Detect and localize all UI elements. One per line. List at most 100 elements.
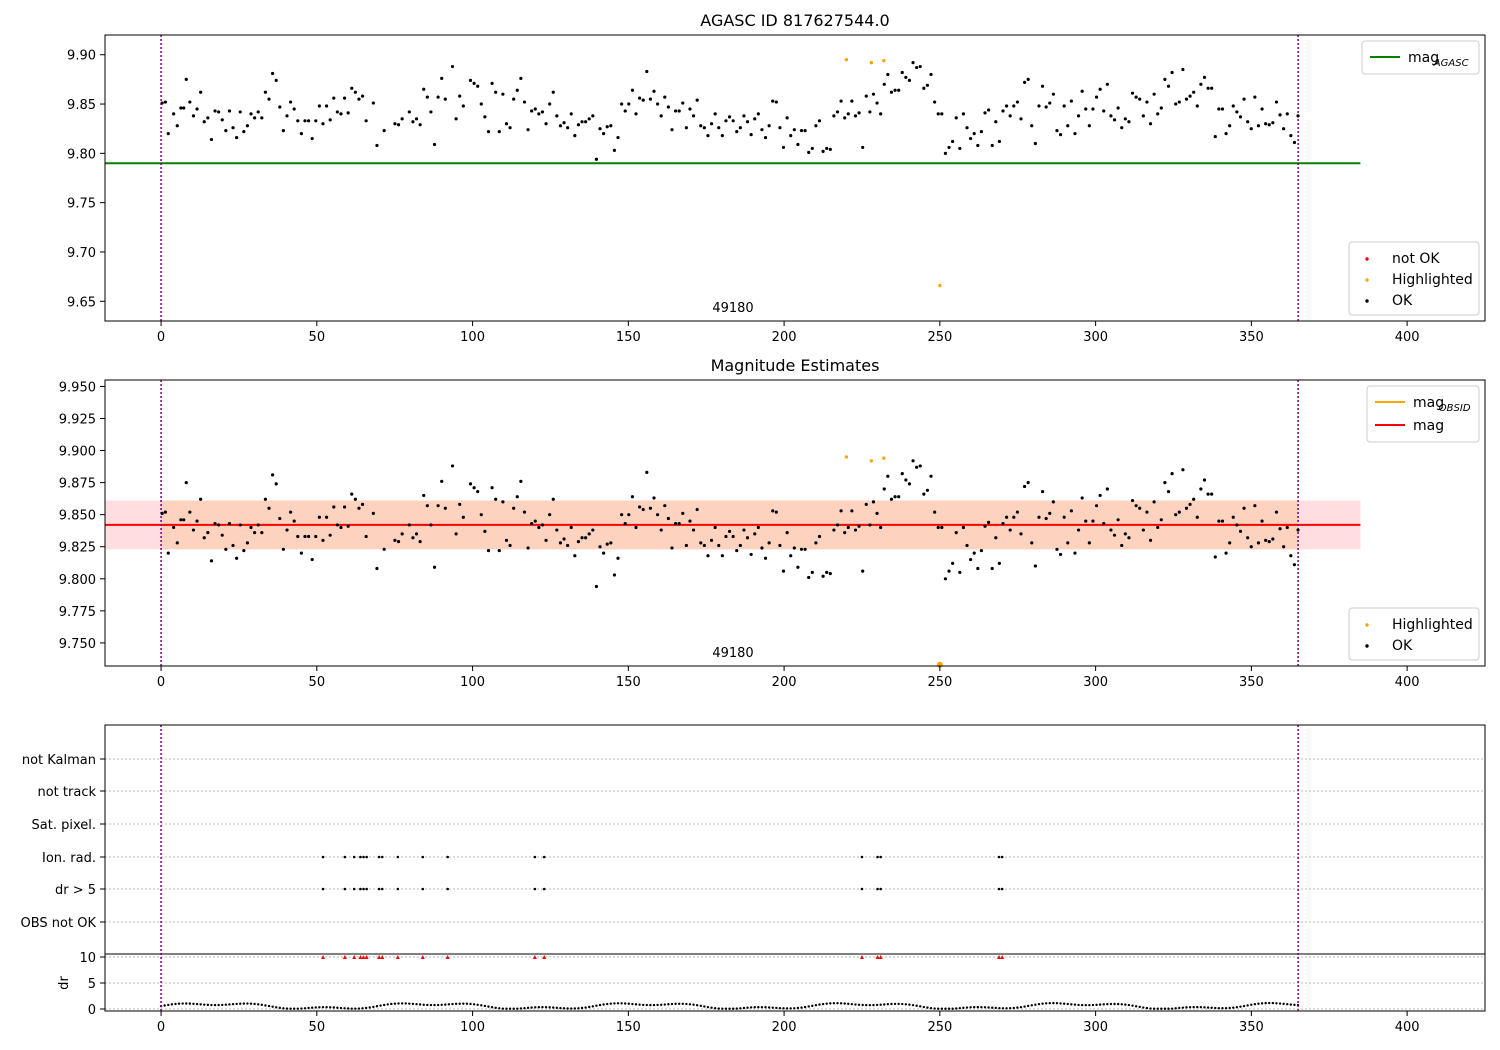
dr-point (782, 1007, 785, 1010)
ok-point (429, 110, 433, 114)
ok-point (548, 513, 552, 517)
ok-point (317, 104, 321, 108)
ok-point (825, 146, 829, 151)
dr-point (1206, 1006, 1210, 1009)
ok-point (886, 474, 890, 478)
ok-point (832, 114, 836, 118)
ok-point (235, 556, 239, 560)
dr-point (1203, 1006, 1206, 1009)
dr-point (444, 1003, 447, 1006)
ok-point (681, 511, 685, 515)
dr-point (843, 1002, 846, 1005)
ok-point (1091, 107, 1095, 111)
ok-point (1249, 127, 1253, 131)
x-tick-label: 200 (772, 330, 797, 345)
dr-point (919, 1005, 922, 1008)
ok-point (1012, 104, 1016, 108)
ok-point (483, 529, 487, 533)
panel-magnitude-estimates: Magnitude Estimates 0 50 100 150 200 250 300 35… (59, 356, 1486, 690)
dr-point (372, 1005, 375, 1009)
dr-point (616, 1002, 620, 1005)
ok-point (580, 120, 584, 124)
dr-point (188, 1002, 192, 1005)
ok-point (1001, 109, 1005, 113)
ok-point (555, 114, 559, 118)
ok-point (652, 496, 656, 500)
dr-point (278, 1006, 282, 1010)
ok-point (1091, 519, 1095, 523)
ok-point (1134, 504, 1138, 508)
ok-point (727, 115, 732, 119)
ok-point (551, 497, 555, 501)
ok-point (789, 133, 793, 138)
dr-point (508, 1007, 512, 1010)
dr-point (757, 1005, 760, 1009)
ok-point (781, 569, 786, 573)
ok-point (479, 513, 483, 517)
ok-point (1051, 500, 1055, 504)
ok-point (652, 89, 656, 93)
dr-point (814, 1003, 818, 1007)
ok-point (1055, 547, 1059, 551)
ok-point (278, 516, 282, 521)
ok-point (638, 505, 642, 509)
dr-point (530, 1006, 533, 1009)
dr-point (1044, 1002, 1048, 1005)
ion-rad-flag-point (446, 855, 449, 859)
ion-rad-flag-point (362, 855, 365, 859)
ok-point (432, 142, 437, 147)
ok-point (501, 92, 505, 96)
ok-point (1274, 510, 1279, 514)
dr-point (447, 1003, 451, 1006)
ok-point (1015, 510, 1019, 514)
ok-point (753, 117, 757, 121)
dr-point (1188, 1005, 1192, 1009)
ok-point (976, 143, 980, 148)
dr-point (620, 1002, 623, 1005)
ok-point (940, 112, 944, 116)
ok-point (400, 532, 404, 536)
ok-point (422, 493, 426, 498)
ok-point (853, 114, 858, 118)
ion-rad-flag-point (352, 855, 356, 859)
dr-flag-marker (342, 955, 347, 959)
x-tick-label: 150 (616, 1020, 641, 1035)
ok-point (508, 126, 512, 130)
ok-point (868, 523, 872, 527)
ok-point (537, 112, 541, 116)
ok-point (1177, 100, 1181, 104)
ok-point (227, 109, 232, 113)
legend-line-subscript: AGASC (1433, 58, 1469, 69)
ok-point (828, 147, 832, 151)
ok-point (904, 478, 908, 482)
ok-point (843, 116, 847, 120)
ok-point (1278, 527, 1282, 531)
ok-point (724, 119, 728, 123)
ok-point (778, 126, 782, 130)
ok-point (1073, 551, 1077, 555)
ok-point (1195, 515, 1199, 519)
dr-point (577, 1007, 580, 1010)
ok-point (918, 464, 922, 468)
ok-point (245, 541, 250, 545)
ok-point (846, 112, 850, 116)
ok-point (324, 515, 329, 519)
dr-point (1052, 1001, 1055, 1005)
ok-point (1192, 90, 1196, 94)
ok-point (1030, 541, 1034, 545)
dr-point (645, 1003, 648, 1007)
ok-point (699, 124, 703, 128)
ok-point (745, 120, 750, 124)
ok-point (843, 531, 847, 535)
ok-point (530, 109, 534, 113)
ok-point (717, 543, 721, 548)
ok-point (195, 519, 199, 523)
highlighted-point (882, 456, 886, 460)
dr-point (627, 1002, 631, 1005)
ok-point (602, 132, 606, 136)
legend-point-swatch (1365, 299, 1369, 303)
dr-point (512, 1007, 515, 1010)
ok-point (911, 61, 915, 65)
ok-point (191, 114, 196, 118)
dr-point (613, 1002, 616, 1005)
